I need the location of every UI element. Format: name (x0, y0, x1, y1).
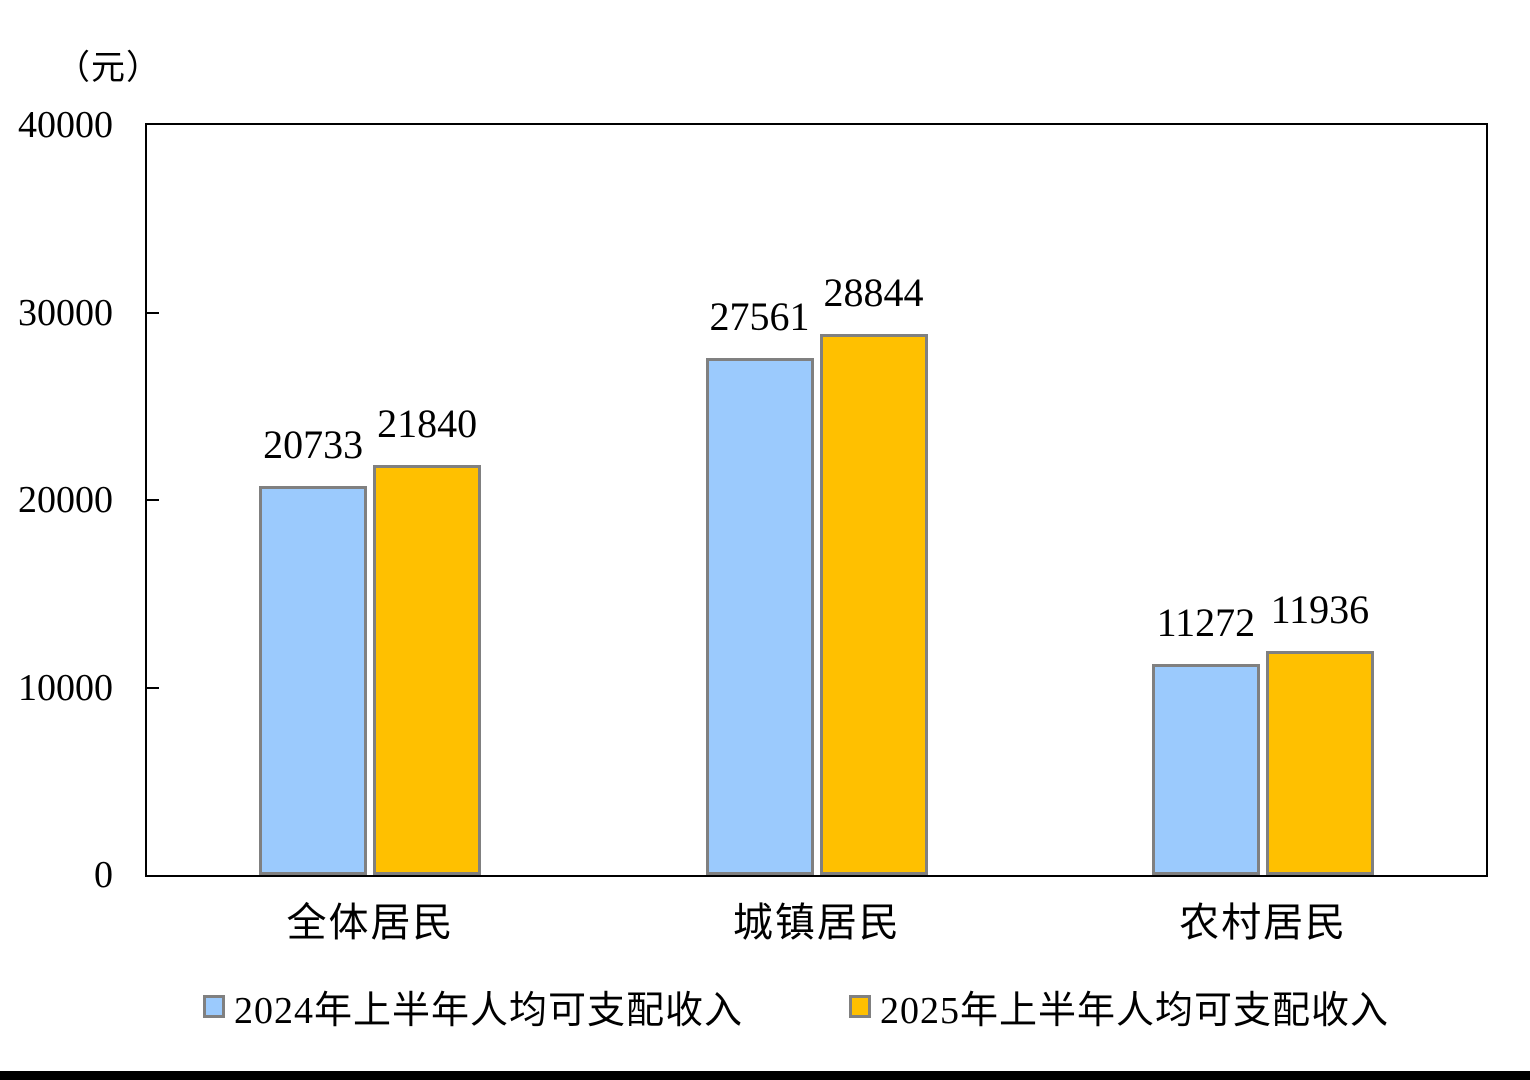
bar-value-label-s1-c2: 11936 (1270, 587, 1370, 632)
category-label-2: 农村居民 (1179, 900, 1348, 945)
bottom-divider-bar (0, 1071, 1530, 1080)
plot-area: 20733 21840 27561 28844 11272 11936 (145, 123, 1488, 877)
bar-value-label-s1-c0: 21840 (377, 401, 478, 446)
legend-label-2025: 2025年上半年人均可支配收入 (880, 989, 1390, 1032)
bar-s0-c1 (705, 358, 814, 875)
legend-swatch-2024 (203, 994, 225, 1018)
bar-value-label-s0-c0: 20733 (263, 422, 364, 467)
bar-value-label-s1-c1: 28844 (823, 270, 924, 315)
y-tick-label: 30000 (18, 291, 113, 334)
legend-item-2024: 2024年上半年人均可支配收入 (203, 982, 743, 1032)
legend-item-2025: 2025年上半年人均可支配收入 (849, 982, 1389, 1032)
legend-swatch-2025 (849, 994, 871, 1018)
category-label-0: 全体居民 (286, 900, 455, 945)
y-tick-mark (147, 499, 159, 501)
bar-value-label-s0-c1: 27561 (709, 294, 810, 339)
category-label-1: 城镇居民 (732, 900, 901, 945)
bar-s1-c0 (373, 465, 482, 875)
bar-value-label-s0-c2: 11272 (1156, 600, 1256, 645)
y-tick-label: 0 (94, 854, 113, 896)
y-axis-unit-label: （元） (56, 50, 161, 87)
y-tick-mark (147, 311, 159, 314)
y-tick-label: 20000 (18, 479, 113, 521)
y-tick-label: 40000 (18, 104, 113, 146)
bar-s0-c0 (259, 486, 368, 875)
bar-s1-c1 (819, 334, 928, 875)
y-tick-label: 10000 (18, 666, 113, 709)
bar-s0-c2 (1151, 664, 1260, 875)
legend-label-2024: 2024年上半年人均可支配收入 (234, 989, 744, 1032)
y-tick-mark (147, 686, 159, 689)
bar-s1-c2 (1265, 651, 1374, 875)
